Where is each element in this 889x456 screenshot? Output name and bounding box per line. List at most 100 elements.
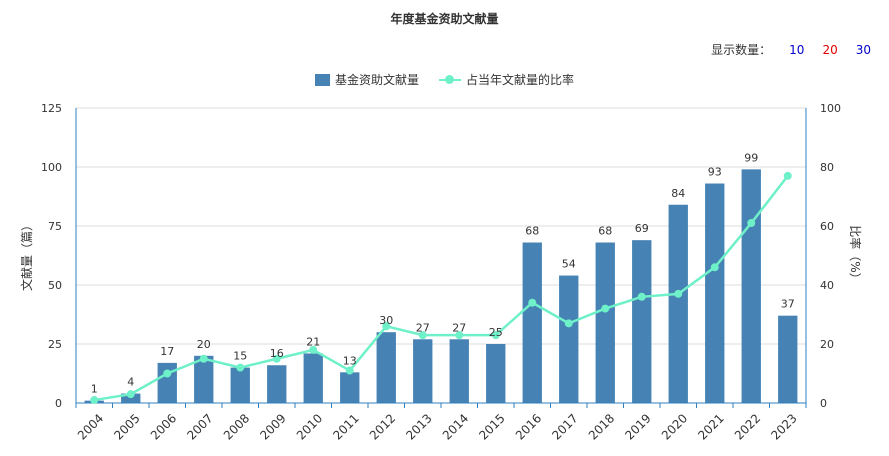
x-tick-label: 2021 [695, 411, 726, 442]
x-tick-label: 2016 [513, 411, 544, 442]
bar [668, 204, 688, 403]
y-tick-label: 50 [48, 279, 62, 292]
y2-axis-title: 比率（%） [848, 225, 863, 284]
x-tick-label: 2013 [403, 411, 434, 442]
bar-value-label: 27 [452, 321, 466, 334]
bar [267, 365, 287, 403]
bar [449, 339, 469, 403]
display-count-selector: 显示数量： 10 20 30 [711, 41, 871, 58]
ratio-point [637, 292, 646, 301]
ratio-point [710, 263, 719, 272]
y2-tick-label: 0 [820, 397, 827, 410]
line-series [90, 171, 792, 405]
legend-label-bar: 基金资助文献量 [334, 73, 419, 87]
ratio-point [491, 331, 500, 340]
grid [76, 107, 806, 345]
y-tick-label: 125 [41, 102, 62, 115]
ratio-point [564, 319, 573, 328]
y-tick-label: 0 [55, 397, 62, 410]
x-tick-label: 2007 [184, 411, 215, 442]
bar [194, 355, 214, 403]
bar-value-label: 93 [708, 166, 722, 179]
x-tick-label: 2023 [768, 411, 799, 442]
y2-tick-label: 80 [820, 161, 834, 174]
y2-tick-label: 60 [820, 220, 834, 233]
x-tick-label: 2015 [476, 411, 507, 442]
x-tick-label: 2022 [732, 411, 763, 442]
y-tick-label: 100 [41, 161, 62, 174]
ratio-line [94, 175, 789, 402]
ratio-point [199, 354, 208, 363]
bar-value-label: 69 [635, 222, 649, 235]
bar-value-label: 13 [343, 354, 357, 367]
y-tick-label: 25 [48, 338, 62, 351]
ratio-point [272, 354, 281, 363]
bar [778, 315, 798, 403]
bar-value-label: 68 [525, 225, 539, 238]
bar [340, 372, 360, 403]
bar-value-label: 54 [562, 258, 576, 271]
bar [741, 169, 761, 403]
ratio-point [90, 396, 99, 405]
bar-value-label: 27 [416, 321, 430, 334]
bar-value-label: 99 [744, 151, 758, 164]
ratio-point [236, 363, 245, 372]
bar-value-label: 17 [160, 345, 174, 358]
ratio-point [455, 331, 464, 340]
y2-tick-label: 20 [820, 338, 834, 351]
bar [157, 362, 177, 403]
y-tick-label: 75 [48, 220, 62, 233]
ratio-point [674, 289, 683, 298]
legend: 基金资助文献量 占当年文献量的比率 [0, 71, 889, 88]
ratio-point [126, 390, 135, 399]
x-tick-label: 2014 [440, 411, 471, 442]
ratio-point [418, 331, 427, 340]
bar-value-label: 37 [781, 298, 795, 311]
x-tick-label: 2010 [294, 411, 325, 442]
bar-value-label: 30 [379, 314, 393, 327]
bar [303, 353, 323, 403]
bar-value-label: 21 [306, 335, 320, 348]
x-tick-label: 2017 [549, 411, 580, 442]
count-option-30[interactable]: 30 [855, 42, 871, 57]
bar [121, 393, 141, 403]
bar-value-label: 25 [489, 326, 503, 339]
bar [230, 367, 250, 403]
count-option-10[interactable]: 10 [789, 42, 805, 57]
ratio-point [163, 369, 172, 378]
ratio-point [528, 298, 537, 307]
count-option-20[interactable]: 20 [822, 42, 838, 57]
ratio-point [783, 171, 792, 180]
bar-value-label: 84 [671, 187, 685, 200]
x-tick-label: 2006 [148, 411, 179, 442]
y2-tick-label: 100 [820, 102, 841, 115]
chart-title: 年度基金资助文献量 [390, 12, 499, 26]
legend-item-bar[interactable]: 基金资助文献量 [314, 71, 419, 88]
y-axis-title: 文献量（篇） [19, 219, 34, 291]
bar [486, 344, 506, 403]
x-tick-label: 2019 [622, 411, 653, 442]
bar [632, 240, 652, 403]
legend-item-line[interactable]: 占当年文献量的比率 [439, 71, 574, 88]
display-count-label: 显示数量： [711, 43, 772, 57]
x-tick-label: 2009 [257, 411, 288, 442]
bar-swatch-icon [314, 73, 330, 86]
bar-value-label: 68 [598, 225, 612, 238]
ratio-point [601, 304, 610, 313]
x-tick-label: 2020 [659, 411, 690, 442]
bar [376, 332, 396, 403]
bar [413, 339, 433, 403]
ratio-point [345, 366, 354, 375]
bar-value-label: 4 [127, 376, 134, 389]
ratio-point [309, 345, 318, 354]
bar [595, 242, 615, 403]
x-tick-label: 2008 [221, 411, 252, 442]
ratio-point [747, 219, 756, 228]
legend-label-line: 占当年文献量的比率 [466, 73, 575, 87]
y2-tick-label: 40 [820, 279, 834, 292]
x-tick-label: 2004 [75, 411, 106, 442]
x-tick-label: 2012 [367, 411, 398, 442]
